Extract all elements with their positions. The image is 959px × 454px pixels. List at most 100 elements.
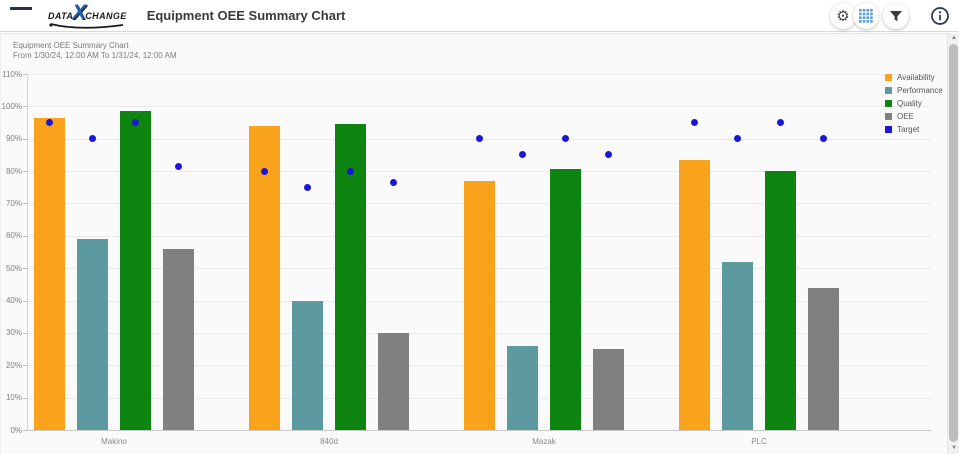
target-dot-performance-plc[interactable]	[734, 135, 741, 143]
bar-performance-mazak[interactable]	[507, 345, 538, 430]
legend-swatch-icon	[885, 126, 892, 133]
logo-x: X	[72, 0, 87, 24]
x-axis-label-mazak: Mazak	[532, 437, 556, 446]
y-axis-label: 70%	[5, 198, 22, 208]
target-dot-performance-mazak[interactable]	[519, 151, 526, 159]
legend-item-oee[interactable]: OEE	[885, 110, 943, 123]
grid-icon	[859, 9, 873, 23]
legend-swatch-icon	[885, 100, 892, 107]
legend-swatch-icon	[885, 74, 892, 81]
info-button[interactable]	[929, 5, 951, 27]
bar-quality-mazak[interactable]	[550, 169, 581, 430]
target-dot-availability-840d[interactable]	[261, 167, 268, 175]
y-axis-tick	[23, 171, 27, 173]
bar-quality-makino[interactable]	[120, 111, 151, 430]
legend-item-availability[interactable]: Availability	[885, 71, 943, 84]
y-axis	[27, 74, 28, 430]
legend-label: Quality	[897, 99, 922, 108]
target-dot-oee-840d[interactable]	[390, 178, 397, 186]
bar-oee-840d[interactable]	[378, 332, 409, 430]
legend-swatch-icon	[885, 113, 892, 120]
y-axis-label: 50%	[5, 263, 22, 273]
y-axis-label: 60%	[5, 231, 22, 241]
gridline	[27, 430, 931, 431]
target-dot-oee-mazak[interactable]	[605, 151, 612, 159]
y-axis-tick	[23, 138, 27, 140]
filter-button[interactable]	[883, 3, 909, 29]
y-axis-tick	[23, 332, 27, 334]
bar-availability-plc[interactable]	[679, 159, 710, 430]
y-axis-label: 100%	[1, 101, 22, 111]
dataxchange-logo: DATA X CHANGE	[48, 0, 127, 29]
legend-item-quality[interactable]: Quality	[885, 97, 943, 110]
hamburger-bar	[10, 7, 32, 10]
chart-subtitle: From 1/30/24, 12:00 AM To 1/31/24, 12:00…	[13, 51, 177, 60]
legend-label: Availability	[897, 73, 935, 82]
bar-oee-mazak[interactable]	[593, 349, 624, 430]
bar-quality-plc[interactable]	[765, 171, 796, 430]
y-axis-tick	[23, 74, 27, 75]
scroll-up-icon[interactable]: ▲	[951, 35, 957, 41]
gridline	[27, 171, 931, 173]
info-icon	[931, 7, 949, 25]
logo-text-data: DATA	[48, 10, 74, 21]
table-view-button[interactable]	[853, 3, 879, 29]
x-axis-label-plc: PLC	[751, 437, 767, 446]
bar-performance-makino[interactable]	[77, 239, 108, 430]
x-axis-label-840d: 840d	[320, 437, 338, 446]
legend-swatch-icon	[885, 87, 892, 94]
gear-icon: ⚙	[836, 7, 850, 25]
target-dot-quality-makino[interactable]	[132, 119, 139, 127]
y-axis-tick	[23, 106, 27, 108]
target-dot-quality-840d[interactable]	[347, 167, 354, 175]
bar-oee-plc[interactable]	[808, 287, 839, 430]
top-bar: DATA X CHANGE Equipment OEE Summary Char…	[0, 0, 959, 32]
y-axis-tick	[23, 397, 27, 399]
filter-funnel-icon	[890, 10, 902, 21]
target-dot-availability-mazak[interactable]	[476, 135, 483, 143]
bar-availability-makino[interactable]	[34, 117, 65, 430]
y-axis-label: 0%	[10, 425, 22, 435]
target-dot-performance-840d[interactable]	[304, 183, 311, 191]
target-dot-availability-plc[interactable]	[691, 119, 698, 127]
y-axis-label: 90%	[5, 134, 22, 144]
legend-item-target[interactable]: Target	[885, 123, 943, 136]
bar-performance-plc[interactable]	[722, 261, 753, 430]
y-axis-tick	[23, 268, 27, 270]
bar-oee-makino[interactable]	[163, 248, 194, 430]
target-dot-quality-plc[interactable]	[777, 119, 784, 127]
y-axis-tick	[23, 430, 27, 431]
y-axis-label: 110%	[2, 69, 22, 79]
scroll-down-icon[interactable]: ▼	[951, 445, 957, 451]
x-axis-label-makino: Makino	[101, 437, 127, 446]
vertical-scrollbar[interactable]: ▲ ▼	[947, 33, 959, 454]
target-dot-performance-makino[interactable]	[89, 135, 96, 143]
y-axis-tick	[23, 203, 27, 205]
target-dot-oee-makino[interactable]	[175, 162, 182, 170]
bar-availability-840d[interactable]	[249, 125, 280, 430]
target-dot-availability-makino[interactable]	[46, 119, 53, 127]
bar-quality-840d[interactable]	[335, 124, 366, 430]
y-axis-label: 30%	[5, 328, 22, 338]
scrollbar-thumb[interactable]	[949, 44, 958, 442]
settings-button[interactable]: ⚙	[830, 3, 856, 29]
legend-label: Performance	[897, 86, 943, 95]
chart-title: Equipment OEE Summary Chart	[13, 41, 129, 50]
legend-label: OEE	[897, 112, 914, 121]
y-axis-label: 10%	[5, 393, 22, 403]
gridline	[27, 106, 931, 108]
y-axis-label: 20%	[5, 360, 22, 370]
y-axis-label: 80%	[5, 166, 22, 176]
hamburger-menu-icon[interactable]	[10, 7, 32, 24]
target-dot-quality-mazak[interactable]	[562, 135, 569, 143]
target-dot-oee-plc[interactable]	[820, 135, 827, 143]
chart-card: Equipment OEE Summary Chart From 1/30/24…	[0, 33, 947, 454]
y-axis-tick	[23, 365, 27, 367]
bar-availability-mazak[interactable]	[464, 180, 495, 430]
y-axis-label: 40%	[5, 296, 22, 306]
y-axis-tick	[23, 300, 27, 302]
page-title: Equipment OEE Summary Chart	[146, 8, 346, 23]
legend-item-performance[interactable]: Performance	[885, 84, 943, 97]
bar-performance-840d[interactable]	[292, 300, 323, 430]
chart-legend: Availability Performance Quality OEE Target	[885, 71, 943, 136]
